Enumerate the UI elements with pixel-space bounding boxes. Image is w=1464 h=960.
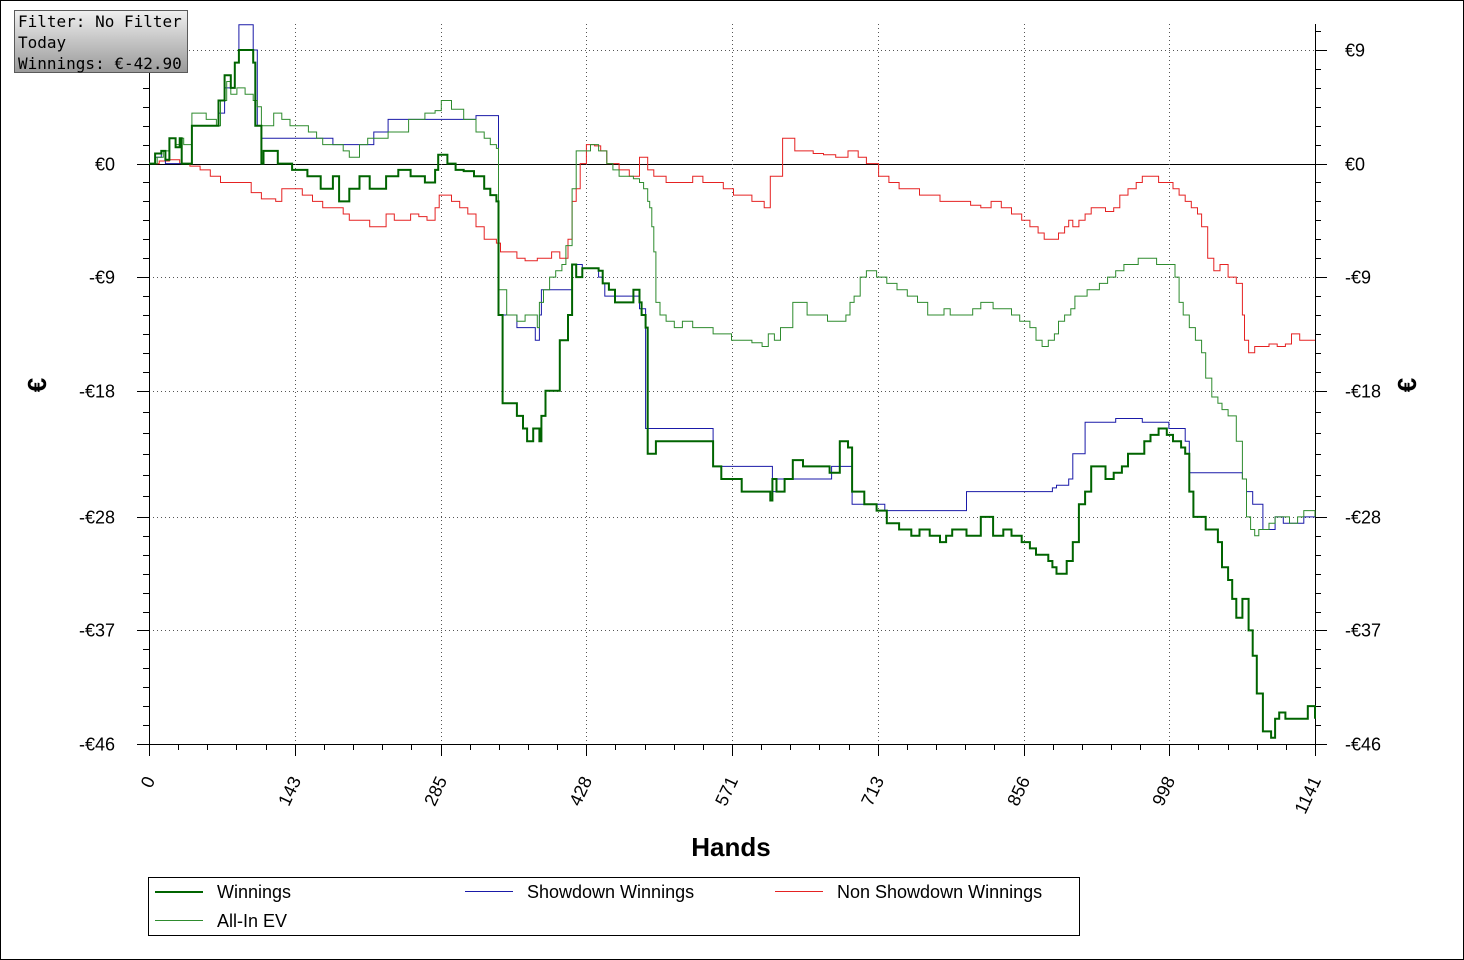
y-tick-label-right: -€37 (1345, 621, 1381, 641)
y-tick-label-left: -€46 (79, 735, 115, 755)
filter-text: Filter: No Filter (18, 12, 182, 31)
legend: Winnings Showdown Winnings Non Showdown … (148, 877, 1080, 936)
y-tick-label-right: -€18 (1345, 382, 1381, 402)
series-line-non-showdown-winnings (149, 137, 1315, 354)
x-tick-label: 428 (565, 773, 596, 809)
legend-label-showdown: Showdown Winnings (527, 882, 695, 902)
x-axis-label: Hands (691, 832, 770, 862)
y-tick-label-left: -€18 (79, 382, 115, 402)
series-line-winnings (149, 49, 1316, 739)
y-tick-label-right: -€28 (1345, 508, 1381, 528)
x-tick-label: 1141 (1291, 773, 1325, 817)
grid (149, 24, 1315, 744)
x-tick-label: 856 (1003, 773, 1034, 809)
y-tick-label-left: -€28 (79, 508, 115, 528)
x-tick-label: 143 (274, 773, 305, 809)
summary-box: Filter: No Filter Today Winnings: €-42.9… (14, 10, 188, 73)
y-tick-label-left: €0 (95, 155, 115, 175)
y-axis-label-left: € (22, 378, 52, 392)
series-line-showdown-winnings (149, 24, 1315, 530)
legend-swatch-allin-ev (155, 920, 203, 921)
legend-label-allin-ev: All-In EV (217, 911, 288, 931)
x-tick-label: 571 (711, 773, 742, 809)
y-tick-label-right: €9 (1345, 41, 1365, 61)
y-tick-label-right: -€9 (1345, 268, 1371, 288)
y-tick-label-left: -€37 (79, 621, 115, 641)
legend-swatch-showdown (465, 891, 513, 892)
x-tick-label: 285 (420, 773, 451, 809)
y-tick-label-right: -€46 (1345, 735, 1381, 755)
tick-labels: €9€9€0€0-€9-€9-€18-€18-€28-€28-€37-€37-€… (79, 41, 1381, 817)
y-tick-label-right: €0 (1345, 155, 1365, 175)
y-tick-label-left: -€9 (89, 268, 115, 288)
x-tick-label: 998 (1148, 773, 1179, 809)
legend-swatch-non-showdown (775, 891, 823, 892)
x-tick-label: 0 (137, 773, 159, 791)
series-lines (149, 24, 1316, 739)
series-line-all-in-ev (149, 81, 1316, 537)
x-tick-label: 713 (857, 773, 888, 809)
legend-label-non-showdown: Non Showdown Winnings (837, 882, 1043, 902)
legend-label-winnings: Winnings (217, 882, 292, 902)
axes (137, 24, 1327, 756)
winnings-text: Winnings: €-42.90 (18, 54, 182, 73)
legend-swatch-winnings (155, 891, 203, 893)
period-text: Today (18, 33, 67, 52)
y-axis-label-right: € (1392, 378, 1422, 392)
